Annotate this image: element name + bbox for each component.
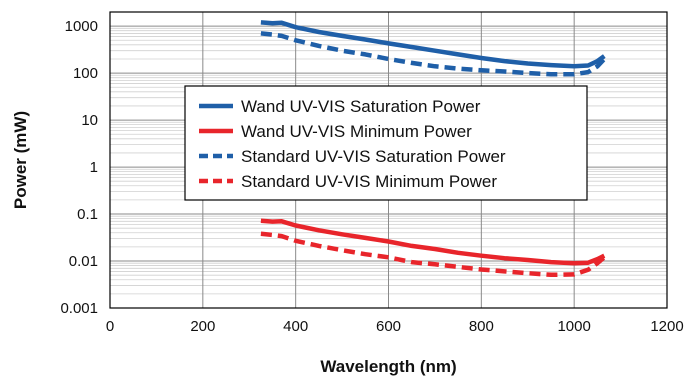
legend-box: [184, 85, 588, 201]
y-tick-label: 100: [73, 65, 98, 82]
x-axis-title: Wavelength (nm): [320, 357, 456, 376]
legend-label-4: Standard UV-VIS Minimum Power: [241, 172, 497, 191]
x-tick-label: 600: [376, 318, 401, 335]
y-tick-label: 0.1: [77, 206, 98, 223]
legend-label-1: Wand UV-VIS Saturation Power: [241, 97, 481, 116]
series-line-1: [260, 20, 606, 69]
x-tick-label: 400: [283, 318, 308, 335]
y-tick-label: 10: [81, 112, 98, 129]
x-tick-label: 1000: [557, 318, 590, 335]
x-tick-label: 200: [190, 318, 215, 335]
series-lines: [260, 20, 606, 278]
x-tick-label: 0: [106, 318, 114, 335]
y-tick-label: 0.01: [69, 253, 98, 270]
plot-frame: [109, 11, 668, 309]
y-tick-label: 1: [90, 159, 98, 176]
legend: Wand UV-VIS Saturation Power Wand UV-VIS …: [184, 85, 588, 201]
axis-ticks: 0 200 400 600 800 1000 1200 0.001 0.01 0.1 1 10 100 1…: [60, 18, 683, 335]
y-tick-label: 1000: [65, 18, 98, 35]
x-tick-label: 800: [469, 318, 494, 335]
legend-label-2: Wand UV-VIS Minimum Power: [241, 122, 472, 141]
y-axis-title: Power (mW): [11, 111, 30, 209]
y-tick-label: 0.001: [60, 300, 98, 317]
legend-label-3: Standard UV-VIS Saturation Power: [241, 147, 506, 166]
series-line-3: [260, 31, 606, 77]
x-tick-label: 1200: [650, 318, 683, 335]
series-line-2: [260, 218, 606, 266]
series-line-4: [260, 231, 606, 278]
